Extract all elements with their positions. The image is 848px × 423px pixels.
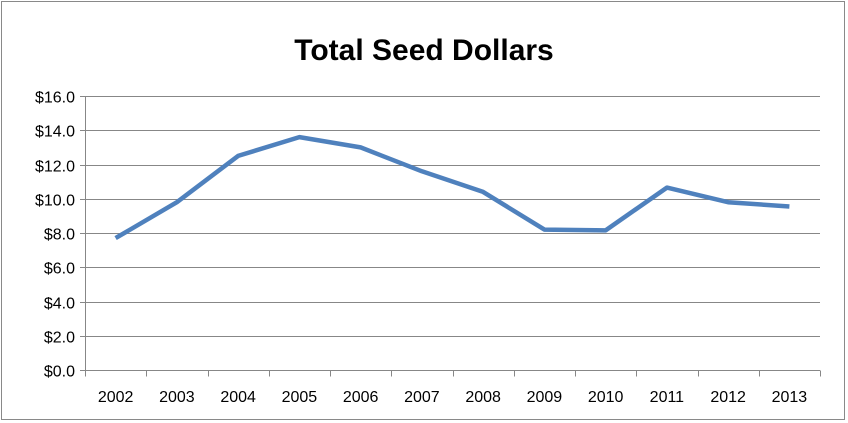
x-tick-label: 2007 bbox=[404, 389, 440, 406]
x-tick-labels: 2002 2003 2004 2005 2006 2007 2008 2009 2010 2011… bbox=[98, 389, 807, 406]
y-tick-label: $12.0 bbox=[35, 159, 75, 176]
x-tick-label: 2004 bbox=[220, 389, 256, 406]
series-layer bbox=[114, 134, 790, 241]
x-tick-label: 2003 bbox=[159, 389, 195, 406]
y-tick-labels: $0.0 $2.0 $4.0 $6.0 $8.0 $10.0 $12.0 $14.0 $16.0 bbox=[35, 90, 75, 381]
y-tick-label: $8.0 bbox=[44, 227, 75, 244]
x-tick-label: 2009 bbox=[527, 389, 563, 406]
x-tick-label: 2005 bbox=[282, 389, 318, 406]
y-tick-label: $0.0 bbox=[44, 364, 75, 381]
x-tick-label: 2012 bbox=[710, 389, 746, 406]
gridlines bbox=[85, 96, 820, 337]
x-tick-label: 2002 bbox=[98, 389, 134, 406]
x-tick-label: 2010 bbox=[588, 389, 624, 406]
y-tick-label: $2.0 bbox=[44, 330, 75, 347]
y-tick-label: $14.0 bbox=[35, 124, 75, 141]
x-tick-label: 2011 bbox=[650, 389, 685, 406]
x-tick-label: 2008 bbox=[465, 389, 501, 406]
y-tick-label: $6.0 bbox=[44, 261, 75, 278]
y-tick-label: $4.0 bbox=[44, 296, 75, 313]
x-tick-label: 2013 bbox=[772, 389, 808, 406]
y-tick-label: $16.0 bbox=[35, 90, 75, 107]
x-tick-label: 2006 bbox=[343, 389, 379, 406]
y-tick-label: $10.0 bbox=[35, 193, 75, 210]
chart-title: Total Seed Dollars bbox=[294, 34, 554, 67]
series-line bbox=[114, 134, 790, 241]
axes bbox=[80, 96, 821, 377]
